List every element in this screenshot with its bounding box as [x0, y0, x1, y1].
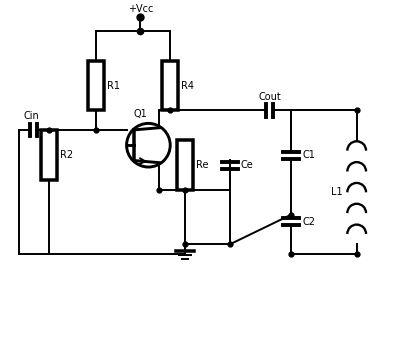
Text: Q1: Q1 — [134, 109, 147, 119]
Text: C2: C2 — [302, 217, 315, 226]
Text: Cin: Cin — [24, 112, 39, 121]
Bar — [88, 61, 104, 110]
Text: R2: R2 — [60, 150, 73, 160]
Bar — [162, 61, 178, 110]
Text: R1: R1 — [107, 81, 120, 91]
Text: Re: Re — [196, 160, 208, 170]
Bar — [41, 130, 57, 180]
Text: Cout: Cout — [258, 91, 281, 102]
Text: Ce: Ce — [241, 160, 253, 170]
Text: +Vcc: +Vcc — [128, 4, 153, 14]
Text: L1: L1 — [331, 187, 343, 197]
Text: C1: C1 — [302, 150, 315, 160]
Text: R4: R4 — [181, 81, 194, 91]
Bar — [177, 140, 193, 190]
